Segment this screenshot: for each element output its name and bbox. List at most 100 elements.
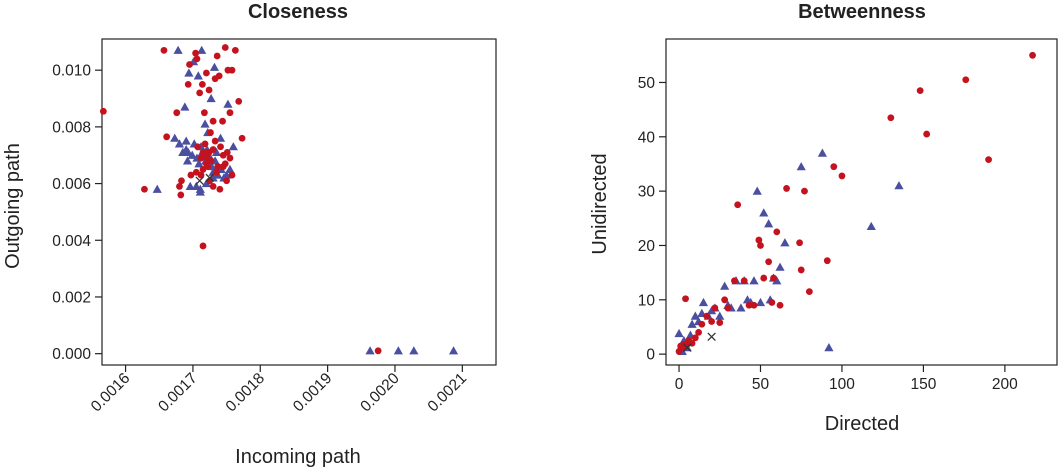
closeness-circle-point xyxy=(163,133,171,141)
betweenness-triangle-point xyxy=(796,162,806,171)
betweenness-circle-point xyxy=(823,257,831,265)
betweenness-y-tick-label: 30 xyxy=(638,184,656,201)
betweenness-circle-point xyxy=(796,239,803,247)
betweenness-triangle-point xyxy=(759,208,769,217)
betweenness-points xyxy=(674,51,1036,356)
betweenness-circle-point xyxy=(773,228,781,236)
betweenness-triangle-point xyxy=(687,319,697,328)
betweenness-triangle-point xyxy=(866,221,876,231)
closeness-y-tick-label: 0.008 xyxy=(52,119,91,136)
betweenness-x-tick-label: 50 xyxy=(752,376,770,393)
closeness-y-tick-label: 0.004 xyxy=(52,233,91,250)
betweenness-circle-point xyxy=(682,295,689,303)
closeness-triangle-point xyxy=(221,170,232,179)
closeness-triangle-point xyxy=(201,178,211,188)
betweenness-circle-point xyxy=(691,334,699,342)
closeness-circle-point xyxy=(219,117,226,125)
betweenness-title: Betweenness xyxy=(798,1,926,23)
closeness-x-tick-label: 0.0020 xyxy=(357,370,403,416)
closeness-y-axis-label: Outgoing path xyxy=(2,143,24,269)
betweenness-circle-point xyxy=(750,301,758,309)
betweenness-circle-point xyxy=(740,277,748,285)
betweenness-circle-point xyxy=(745,301,753,309)
closeness-circle-point xyxy=(178,177,185,185)
closeness-triangle-point xyxy=(180,102,190,111)
closeness-circle-point xyxy=(223,177,230,185)
closeness-circle-point xyxy=(213,52,221,60)
betweenness-circle-point xyxy=(923,130,931,138)
betweenness-triangle-point xyxy=(775,262,785,271)
betweenness-circle-point xyxy=(724,304,732,312)
closeness-x-tick-label: 0.0021 xyxy=(425,370,471,416)
closeness-circle-point xyxy=(223,148,231,156)
closeness-x-marker-point xyxy=(205,173,215,183)
betweenness-triangle-point xyxy=(690,311,700,320)
betweenness-circle-point xyxy=(698,320,706,328)
betweenness-circle-point xyxy=(760,274,768,282)
betweenness-circle-point xyxy=(962,76,970,84)
closeness-points xyxy=(99,44,459,355)
closeness-circle-point xyxy=(196,89,204,97)
betweenness-triangle-point xyxy=(755,297,766,307)
closeness-circle-point xyxy=(173,109,181,117)
closeness-circle-point xyxy=(238,134,246,142)
betweenness-circle-point xyxy=(801,187,808,195)
betweenness-x-marker-point xyxy=(682,343,692,352)
betweenness-circle-point xyxy=(711,304,719,312)
betweenness-triangle-point xyxy=(764,219,774,228)
closeness-circle-point xyxy=(205,86,213,94)
closeness-circle-point xyxy=(228,66,236,74)
betweenness-triangle-point xyxy=(772,276,782,285)
betweenness-circle-point xyxy=(776,301,784,309)
closeness-circle-point xyxy=(235,97,243,105)
closeness-circle-point xyxy=(216,185,224,193)
closeness-title: Closeness xyxy=(248,1,348,23)
closeness-triangle-point xyxy=(173,45,183,54)
betweenness-triangle-point xyxy=(720,281,730,290)
closeness-triangle-point xyxy=(187,150,197,159)
betweenness-circle-point xyxy=(765,258,773,266)
betweenness-triangle-point xyxy=(752,186,762,195)
closeness-circle-point xyxy=(160,46,168,54)
betweenness-circle-point xyxy=(887,114,895,122)
closeness-triangle-point xyxy=(228,142,238,151)
betweenness-circle-point xyxy=(768,299,776,306)
betweenness-circle-point xyxy=(797,266,805,274)
betweenness-circle-point xyxy=(695,329,702,336)
betweenness-circle-point xyxy=(716,319,724,327)
betweenness-circle-point xyxy=(916,87,924,95)
closeness-circle-point xyxy=(204,163,212,170)
betweenness-circle-point xyxy=(734,201,742,209)
betweenness-circle-point xyxy=(708,318,716,325)
betweenness-circle-point xyxy=(721,296,729,304)
closeness-triangle-point xyxy=(209,62,220,71)
betweenness-ticks: 0 50 100 150 200 0 10 20 30 40 50 xyxy=(638,75,1018,393)
closeness-circle-point xyxy=(99,107,107,115)
betweenness-triangle-point xyxy=(817,148,827,157)
closeness-x-tick-label: 0.0018 xyxy=(223,370,269,416)
betweenness-panel: Betweenness 0 50 100 150 200 0 10 20 30 40 50 Dire… xyxy=(589,1,1058,435)
betweenness-circle-point xyxy=(1029,51,1036,59)
closeness-circle-point xyxy=(187,171,195,179)
closeness-circle-point xyxy=(209,146,217,153)
betweenness-y-tick-label: 20 xyxy=(638,238,656,255)
closeness-circle-point xyxy=(199,242,207,250)
closeness-circle-point xyxy=(214,163,222,170)
closeness-circle-point xyxy=(209,183,217,190)
betweenness-triangle-point xyxy=(674,328,684,338)
closeness-ticks: 0.0016 0.0017 0.0018 0.0019 0.0020 0.0021 0.00… xyxy=(52,63,470,416)
betweenness-x-tick-label: 100 xyxy=(829,376,855,393)
betweenness-circle-point xyxy=(757,242,764,249)
closeness-x-tick-label: 0.0016 xyxy=(88,370,134,416)
closeness-panel: Closeness 0.0016 0.0017 0.0018 0.0019 0.0020… xyxy=(2,1,497,468)
closeness-triangle-point xyxy=(393,346,403,355)
closeness-circle-point xyxy=(202,69,210,77)
betweenness-circle-point xyxy=(731,277,738,285)
closeness-x-axis-label: Incoming path xyxy=(235,446,361,468)
closeness-circle-point xyxy=(215,72,223,80)
closeness-x-tick-label: 0.0019 xyxy=(290,370,336,416)
closeness-triangle-point xyxy=(197,45,207,54)
closeness-circle-point xyxy=(192,168,200,176)
closeness-x-tick-label: 0.0017 xyxy=(155,370,201,416)
closeness-triangle-point xyxy=(152,184,162,193)
